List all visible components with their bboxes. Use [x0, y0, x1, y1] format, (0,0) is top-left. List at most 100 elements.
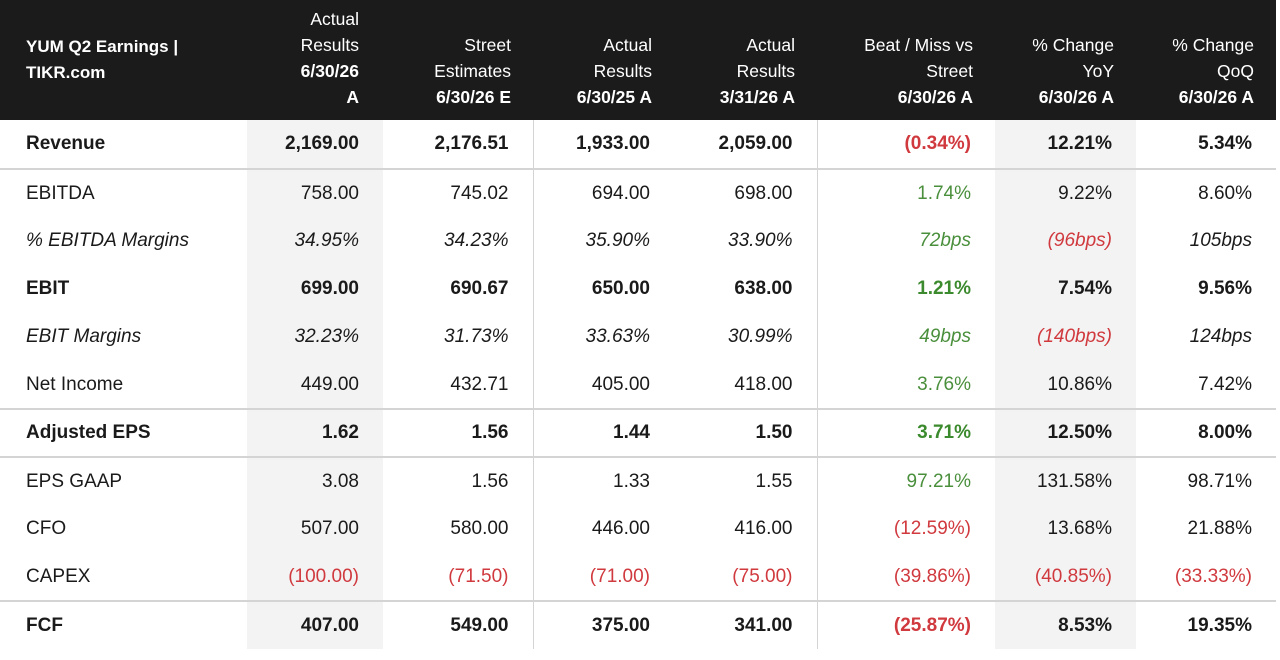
table-title: YUM Q2 Earnings | TIKR.com	[0, 0, 247, 120]
cell: 758.00	[247, 168, 383, 217]
cell: 507.00	[247, 505, 383, 553]
row-cfo: CFO 507.00 580.00 446.00 416.00 (12.59%)…	[0, 505, 1276, 553]
cell: 72bps	[816, 217, 995, 265]
row-ebit: EBIT 699.00 690.67 650.00 638.00 1.21% 7…	[0, 265, 1276, 313]
cell: (71.50)	[448, 565, 509, 587]
row-label: Net Income	[26, 373, 124, 395]
cell: 19.35%	[1136, 600, 1276, 649]
cell: 1,933.00	[532, 120, 674, 169]
cell: 3.08	[247, 456, 383, 505]
cell: 1.55	[674, 456, 817, 505]
col-header-change-qoq: % Change QoQ 6/30/26 A	[1136, 0, 1276, 120]
col-header-change-yoy: % Change YoY 6/30/26 A	[995, 0, 1136, 120]
cell: 690.67	[450, 278, 509, 299]
col-header-street-estimates: Street Estimates 6/30/26 E	[383, 0, 533, 120]
cell: 341.00	[674, 600, 817, 649]
title-line-2: TIKR.com	[26, 63, 106, 82]
cell: 432.71	[450, 373, 509, 395]
cell: (0.34%)	[816, 120, 995, 169]
cell: 21.88%	[1187, 518, 1252, 539]
cell: 1.74%	[816, 168, 995, 217]
cell: 49bps	[816, 313, 995, 361]
cell: 8.00%	[1136, 408, 1276, 457]
col-header-actual-q1-26: Actual Results 3/31/26 A	[674, 0, 817, 120]
cell: 418.00	[734, 373, 793, 395]
cell: 33.63%	[532, 313, 674, 361]
row-fcf: FCF 407.00 549.00 375.00 341.00 (25.87%)…	[0, 600, 1276, 649]
row-ebitda: EBITDA 758.00 745.02 694.00 698.00 1.74%…	[0, 168, 1276, 217]
cell: 7.54%	[995, 265, 1136, 313]
row-label: CFO	[26, 518, 67, 539]
row-label: EBIT	[26, 278, 70, 299]
cell: 375.00	[532, 600, 674, 649]
row-label: EBITDA	[0, 168, 247, 217]
cell: 8.53%	[995, 600, 1136, 649]
cell: 9.56%	[1198, 278, 1252, 299]
cell: 446.00	[532, 505, 674, 553]
cell: 1.62	[247, 408, 383, 457]
cell: (140bps)	[995, 313, 1136, 361]
row-label: Adjusted EPS	[0, 408, 247, 457]
col-header-actual-q2-25: Actual Results 6/30/25 A	[533, 0, 674, 120]
row-label: FCF	[0, 600, 247, 649]
cell: 2,169.00	[247, 120, 383, 169]
cell: 407.00	[247, 600, 383, 649]
row-ebit-margins: EBIT Margins 32.23% 31.73% 33.63% 30.99%…	[0, 313, 1276, 361]
cell: 5.34%	[1198, 133, 1252, 154]
row-eps-gaap: EPS GAAP 3.08 1.56 1.33 1.55 97.21% 131.…	[0, 456, 1276, 505]
cell: 131.58%	[995, 456, 1136, 505]
cell: 416.00	[734, 518, 793, 539]
row-label: CAPEX	[26, 565, 91, 587]
cell: 638.00	[734, 278, 793, 299]
cell: (96bps)	[995, 217, 1136, 265]
cell: 97.21%	[816, 456, 995, 505]
cell: 2,059.00	[718, 133, 793, 154]
cell: 449.00	[247, 361, 383, 409]
cell: 699.00	[247, 265, 383, 313]
header-row: YUM Q2 Earnings | TIKR.com Actual Result…	[0, 0, 1276, 120]
cell: 405.00	[532, 361, 674, 409]
cell: 12.21%	[995, 120, 1136, 169]
cell: 1.50	[674, 408, 817, 457]
cell: 34.95%	[247, 217, 383, 265]
cell: 10.86%	[995, 361, 1136, 409]
cell: 1.56	[383, 408, 533, 457]
cell: 31.73%	[444, 326, 509, 347]
row-label: EPS GAAP	[0, 456, 247, 505]
row-adjusted-eps: Adjusted EPS 1.62 1.56 1.44 1.50 3.71% 1…	[0, 408, 1276, 457]
row-net-income: Net Income 449.00 432.71 405.00 418.00 3…	[0, 361, 1276, 409]
cell: 12.50%	[995, 408, 1136, 457]
row-revenue: Revenue 2,169.00 2,176.51 1,933.00 2,059…	[0, 120, 1276, 169]
cell: 1.21%	[816, 265, 995, 313]
col-header-actual-q2-26: Actual Results 6/30/26 A	[247, 0, 383, 120]
cell: 549.00	[383, 600, 533, 649]
cell: (100.00)	[247, 553, 383, 601]
cell: 1.56	[383, 456, 533, 505]
cell: 7.42%	[1198, 373, 1252, 395]
cell: 580.00	[450, 518, 509, 539]
row-label: EBIT Margins	[26, 326, 142, 347]
cell: 3.71%	[816, 408, 995, 457]
cell: (39.86%)	[816, 553, 995, 601]
cell: (75.00)	[732, 565, 793, 587]
row-ebitda-margins: % EBITDA Margins 34.95% 34.23% 35.90% 33…	[0, 217, 1276, 265]
row-label: % EBITDA Margins	[26, 230, 189, 251]
cell: (33.33%)	[1174, 565, 1252, 587]
cell: 105bps	[1189, 230, 1252, 251]
cell: (12.59%)	[816, 505, 995, 553]
cell: 1.33	[532, 456, 674, 505]
cell: 98.71%	[1136, 456, 1276, 505]
cell: 124bps	[1189, 326, 1252, 347]
cell: 35.90%	[532, 217, 674, 265]
title-line-1: YUM Q2 Earnings |	[26, 37, 179, 56]
cell: (40.85%)	[995, 553, 1136, 601]
cell: 2,176.51	[434, 133, 509, 154]
cell: 1.44	[532, 408, 674, 457]
cell: 34.23%	[444, 230, 509, 251]
cell: 33.90%	[728, 230, 793, 251]
cell: 32.23%	[247, 313, 383, 361]
cell: (71.00)	[532, 553, 674, 601]
cell: 30.99%	[728, 326, 793, 347]
cell: 698.00	[674, 168, 817, 217]
